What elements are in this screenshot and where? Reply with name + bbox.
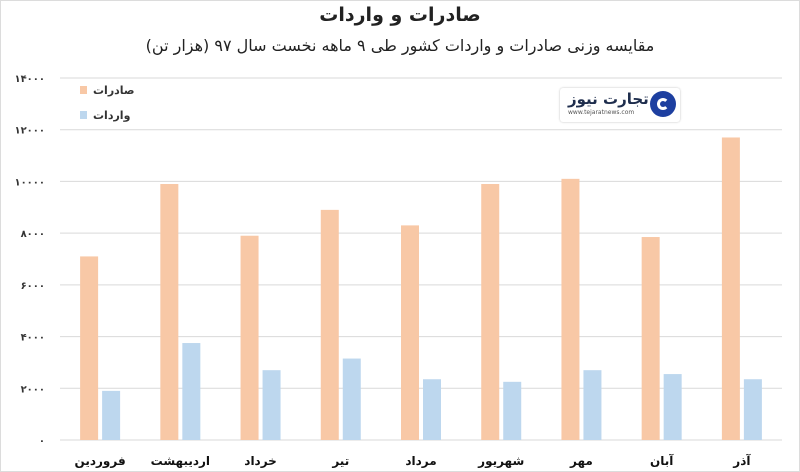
bar-imports (663, 374, 682, 440)
logo-text: تجارت نیوز (568, 90, 649, 108)
legend-label: واردات (93, 109, 131, 122)
bar-exports (80, 256, 99, 440)
x-category-label: اردیبهشت (151, 454, 210, 468)
bar-imports (342, 358, 361, 440)
bar-exports (160, 184, 179, 440)
y-tick-label: ۱۰۰۰۰ (14, 177, 45, 188)
y-tick-label: ۸۰۰۰ (21, 229, 45, 240)
bar-exports (561, 178, 580, 441)
bar-imports (262, 370, 281, 440)
logo-url: www.tejaratnews.com (568, 109, 635, 116)
x-category-label: آبان (650, 453, 674, 468)
x-category-label: فروردین (75, 454, 126, 469)
legend-label: صادرات (93, 84, 135, 97)
x-category-label: خرداد (244, 454, 277, 468)
bar-exports (320, 209, 339, 440)
x-category-label: شهریور (477, 454, 524, 469)
y-tick-label: ۲۰۰۰ (21, 384, 45, 395)
x-category-label: مهر (569, 454, 593, 468)
bar-exports (240, 235, 259, 440)
bar-imports (102, 390, 121, 440)
chart-title: صادرات و واردات (319, 4, 481, 26)
chart-subtitle: مقایسه وزنی صادرات و واردات کشور طی ۹ ما… (145, 36, 655, 55)
bar-imports (423, 379, 441, 440)
logo-mark-icon (650, 91, 676, 117)
bar-exports (721, 137, 740, 440)
x-category-label: تیر (331, 454, 349, 468)
x-category-label: آذر (732, 453, 751, 468)
x-category-label: مرداد (405, 454, 436, 468)
bar-imports (182, 343, 201, 440)
bar-exports (401, 225, 419, 440)
bar-imports (503, 381, 522, 440)
bar-imports (743, 379, 762, 440)
bar-exports (641, 237, 660, 440)
y-tick-label: ۱۲۰۰۰ (14, 126, 45, 137)
publisher-logo: تجارت نیوز www.tejaratnews.com (560, 88, 680, 122)
bar-imports (583, 370, 602, 440)
legend-swatch (80, 111, 87, 119)
bar-exports (481, 184, 500, 440)
y-tick-label: ۱۴۰۰۰ (14, 74, 45, 85)
y-tick-label: ۴۰۰۰ (21, 333, 45, 344)
legend-swatch (80, 86, 87, 94)
y-tick-label: ۰ (39, 436, 45, 447)
y-tick-label: ۶۰۰۰ (21, 281, 45, 292)
